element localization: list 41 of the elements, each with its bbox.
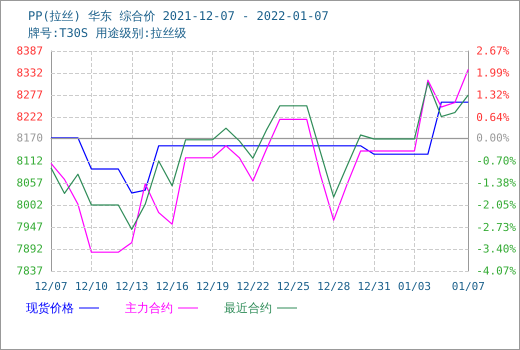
y2-tick-label: 0.64% (476, 110, 510, 124)
y2-tick-label: 0.00% (476, 132, 510, 145)
y-tick-label: 8277 (16, 88, 43, 102)
y-tick-label: 8222 (16, 110, 43, 124)
y2-tick-label: -1.38% (476, 176, 516, 190)
chart-title: PP(拉丝) 华东 综合价 2021-12-07 - 2022-01-07 (28, 9, 329, 23)
y-tick-label: 8112 (16, 154, 43, 168)
y2-tick-label: 1.99% (476, 66, 510, 80)
y2-tick-label: -4.07% (476, 264, 516, 278)
y-tick-label: 7947 (16, 220, 43, 234)
chart-subtitle: 牌号:T30S 用途级别:拉丝级 (28, 26, 187, 40)
x-tick-label: 01/03 (398, 280, 431, 293)
y-tick-label: 7892 (16, 242, 43, 256)
legend-label: 最近合约 (224, 301, 272, 315)
y2-tick-label: -2.73% (476, 220, 516, 234)
legend-label: 现货价格 (26, 301, 74, 315)
y2-tick-label: 1.32% (476, 88, 510, 102)
line-series (50, 68, 469, 253)
x-tick-label: 12/19 (196, 280, 230, 293)
y-tick-label: 8002 (16, 198, 43, 212)
y2-tick-label: -2.05% (476, 198, 516, 212)
y-tick-label: 8387 (16, 44, 43, 58)
x-tick-label: 12/10 (74, 280, 108, 293)
line-series (50, 82, 469, 230)
x-tick-label: 12/25 (276, 280, 310, 293)
y-tick-label: 8332 (16, 66, 43, 80)
x-tick-label: 12/22 (236, 280, 270, 293)
y-tick-label: 8170 (16, 131, 43, 144)
y-tick-label: 8057 (16, 176, 43, 190)
y2-tick-label: 2.67% (476, 44, 510, 58)
legend-label: 主力合约 (125, 301, 173, 315)
line-series (50, 102, 469, 194)
y-tick-label: 7837 (16, 264, 43, 278)
x-tick-label: 12/13 (115, 280, 148, 293)
y2-tick-label: -3.40% (476, 242, 516, 256)
x-tick-label: 12/31 (357, 280, 391, 293)
y2-tick-label: -0.70% (476, 154, 516, 168)
x-tick-label: 01/07 (452, 280, 485, 293)
x-tick-label: 12/07 (34, 280, 68, 293)
x-tick-label: 12/28 (317, 280, 350, 293)
x-tick-label: 12/16 (156, 280, 189, 293)
